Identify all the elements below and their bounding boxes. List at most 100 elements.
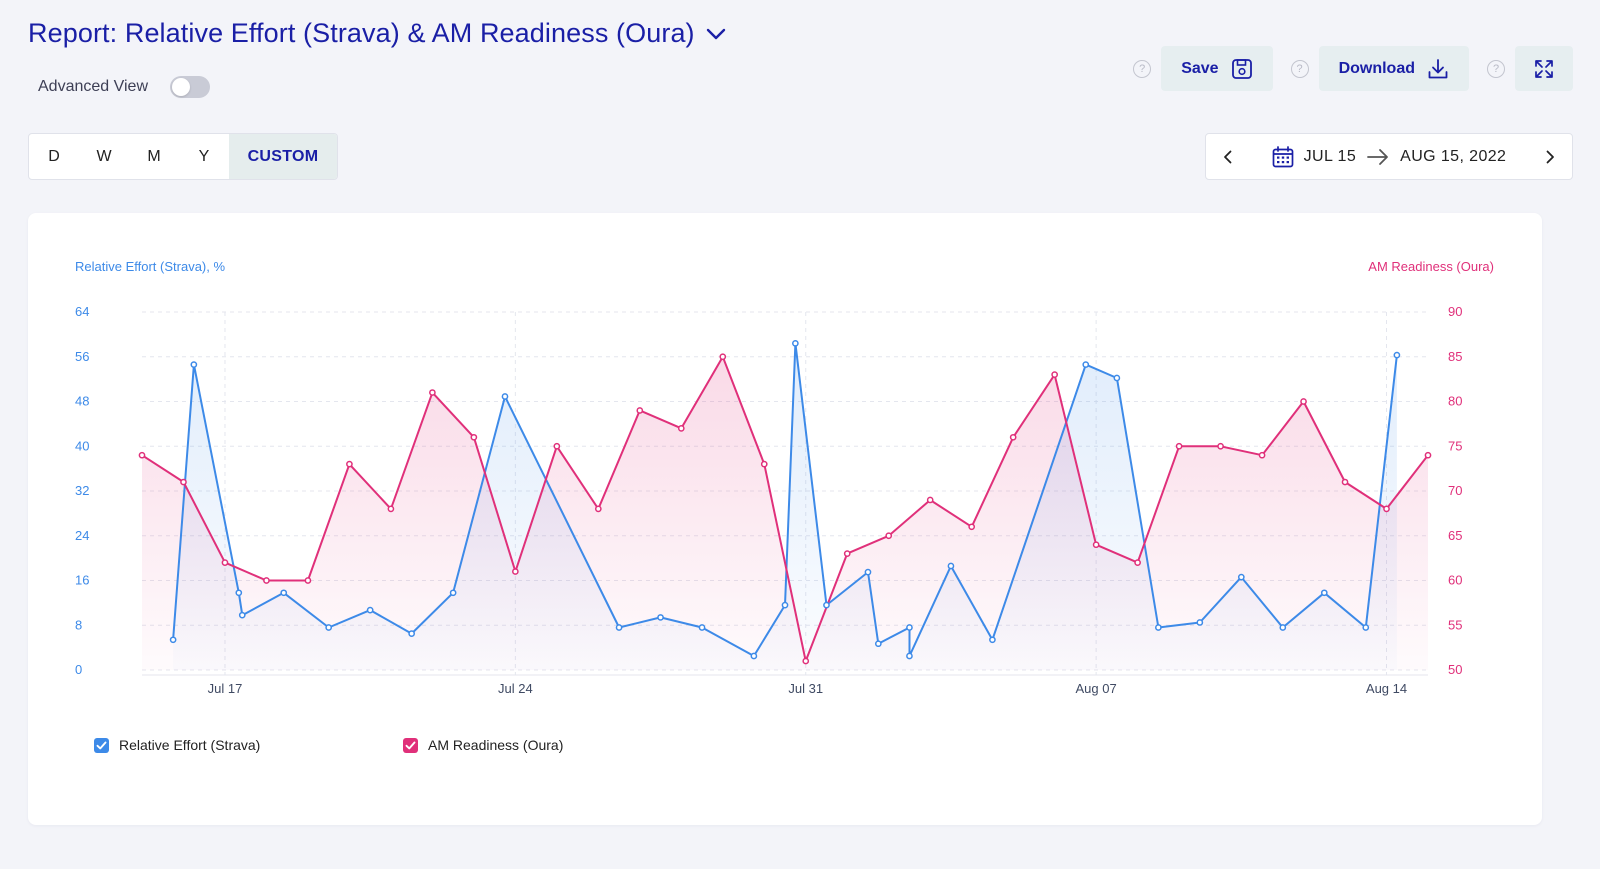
point-readiness[interactable] [470, 433, 478, 441]
point-readiness[interactable] [512, 568, 519, 575]
point-readiness[interactable] [1092, 541, 1100, 549]
point-readiness[interactable] [553, 442, 561, 450]
y-left-tick-label: 0 [75, 662, 82, 677]
x-tick-label: Jul 24 [498, 681, 533, 696]
point-readiness[interactable] [843, 550, 851, 557]
point-readiness[interactable] [926, 496, 934, 504]
point-effort[interactable] [698, 624, 706, 631]
point-readiness[interactable] [221, 559, 229, 566]
point-effort[interactable] [1082, 361, 1090, 368]
y-right-tick-label: 65 [1448, 528, 1462, 543]
period-month-button[interactable]: M [147, 147, 161, 165]
point-readiness[interactable] [1424, 451, 1432, 459]
point-readiness[interactable] [429, 389, 436, 396]
point-readiness[interactable] [387, 505, 395, 513]
point-effort[interactable] [1393, 351, 1401, 359]
point-effort[interactable] [501, 393, 509, 400]
point-readiness[interactable] [968, 523, 976, 531]
point-effort[interactable] [906, 624, 913, 631]
period-week-button[interactable]: W [96, 147, 112, 165]
point-effort[interactable] [750, 652, 758, 660]
next-range-button[interactable] [1528, 149, 1572, 165]
point-effort[interactable] [947, 562, 955, 570]
point-readiness[interactable] [1258, 451, 1266, 459]
point-effort[interactable] [1279, 624, 1287, 631]
point-readiness[interactable] [1300, 398, 1307, 405]
point-effort[interactable] [823, 601, 830, 609]
legend-item-effort[interactable]: Relative Effort (Strava) [94, 737, 260, 753]
point-readiness[interactable] [1134, 559, 1141, 566]
period-year-button[interactable]: Y [198, 147, 210, 165]
point-effort[interactable] [1113, 374, 1121, 382]
download-icon [1428, 58, 1448, 78]
advanced-view-label: Advanced View [38, 78, 148, 95]
expand-button[interactable] [1515, 46, 1573, 91]
point-effort[interactable] [1237, 573, 1245, 581]
point-readiness[interactable] [180, 478, 187, 486]
point-effort[interactable] [235, 589, 243, 597]
point-readiness[interactable] [885, 532, 893, 540]
point-readiness[interactable] [1383, 505, 1390, 513]
point-effort[interactable] [874, 640, 882, 648]
date-range-display[interactable]: JUL 15 AUG 15, 2022 [1250, 145, 1528, 168]
point-readiness[interactable] [802, 657, 810, 665]
point-effort[interactable] [169, 636, 177, 644]
point-effort[interactable] [864, 568, 872, 576]
point-effort[interactable] [1320, 589, 1328, 597]
point-readiness[interactable] [719, 353, 727, 361]
point-effort[interactable] [1362, 624, 1370, 631]
point-readiness[interactable] [1217, 442, 1224, 450]
point-effort[interactable] [325, 624, 333, 631]
prev-range-button[interactable] [1206, 149, 1250, 165]
chevron-right-icon [1546, 150, 1554, 163]
legend-checkbox-readiness[interactable] [403, 737, 418, 753]
download-help-icon[interactable]: ? [1290, 59, 1309, 78]
download-button[interactable]: Download [1318, 46, 1469, 91]
expand-help-icon[interactable]: ? [1487, 59, 1505, 78]
point-effort[interactable] [792, 339, 799, 347]
point-effort[interactable] [190, 361, 198, 368]
advanced-view-toggle[interactable] [170, 76, 210, 98]
point-readiness[interactable] [1175, 442, 1183, 450]
point-effort[interactable] [657, 614, 664, 621]
legend-label-effort: Relative Effort (Strava) [119, 737, 261, 753]
point-effort[interactable] [781, 601, 789, 609]
check-icon [405, 741, 416, 749]
point-readiness[interactable] [1009, 433, 1017, 441]
point-readiness[interactable] [1051, 371, 1058, 378]
point-readiness[interactable] [760, 460, 768, 468]
point-effort[interactable] [989, 636, 996, 644]
point-readiness[interactable] [304, 577, 312, 584]
period-day-button[interactable]: D [48, 147, 60, 165]
point-readiness[interactable] [263, 577, 270, 584]
legend-checkbox-effort[interactable] [94, 737, 109, 753]
axis-labels: 0 8 16 24 32 40 48 56 64 50 55 60 65 70 75 80 85 90 Jul 17… [75, 259, 1494, 696]
point-readiness[interactable] [138, 451, 146, 459]
point-effort[interactable] [615, 624, 623, 631]
point-readiness[interactable] [346, 460, 353, 468]
legend-label-readiness: AM Readiness (Oura) [428, 737, 564, 753]
period-custom-button[interactable]: CUSTOM [229, 134, 337, 179]
point-readiness[interactable] [677, 425, 685, 432]
point-effort[interactable] [449, 589, 457, 597]
point-readiness[interactable] [594, 505, 602, 513]
save-help-icon[interactable]: ? [1133, 59, 1152, 78]
report-title-row[interactable]: Report: Relative Effort (Strava) & AM Re… [28, 18, 727, 49]
series-points [138, 339, 1432, 665]
point-readiness[interactable] [1341, 478, 1349, 486]
save-button[interactable]: Save [1161, 46, 1273, 91]
legend-item-readiness[interactable]: AM Readiness (Oura) [403, 737, 563, 753]
point-effort[interactable] [408, 630, 415, 637]
point-effort[interactable] [1196, 619, 1204, 626]
point-effort[interactable] [280, 589, 288, 597]
point-effort[interactable] [238, 611, 246, 619]
chevron-down-icon[interactable] [705, 23, 727, 45]
action-bar: ? Save ? Download ? [1133, 46, 1573, 91]
point-effort[interactable] [366, 606, 374, 614]
point-effort[interactable] [906, 652, 913, 660]
y-right-tick-label: 90 [1448, 304, 1462, 319]
line-readiness [141, 355, 1429, 663]
point-effort[interactable] [1155, 624, 1162, 631]
point-readiness[interactable] [636, 407, 644, 414]
download-button-label: Download [1338, 59, 1415, 77]
